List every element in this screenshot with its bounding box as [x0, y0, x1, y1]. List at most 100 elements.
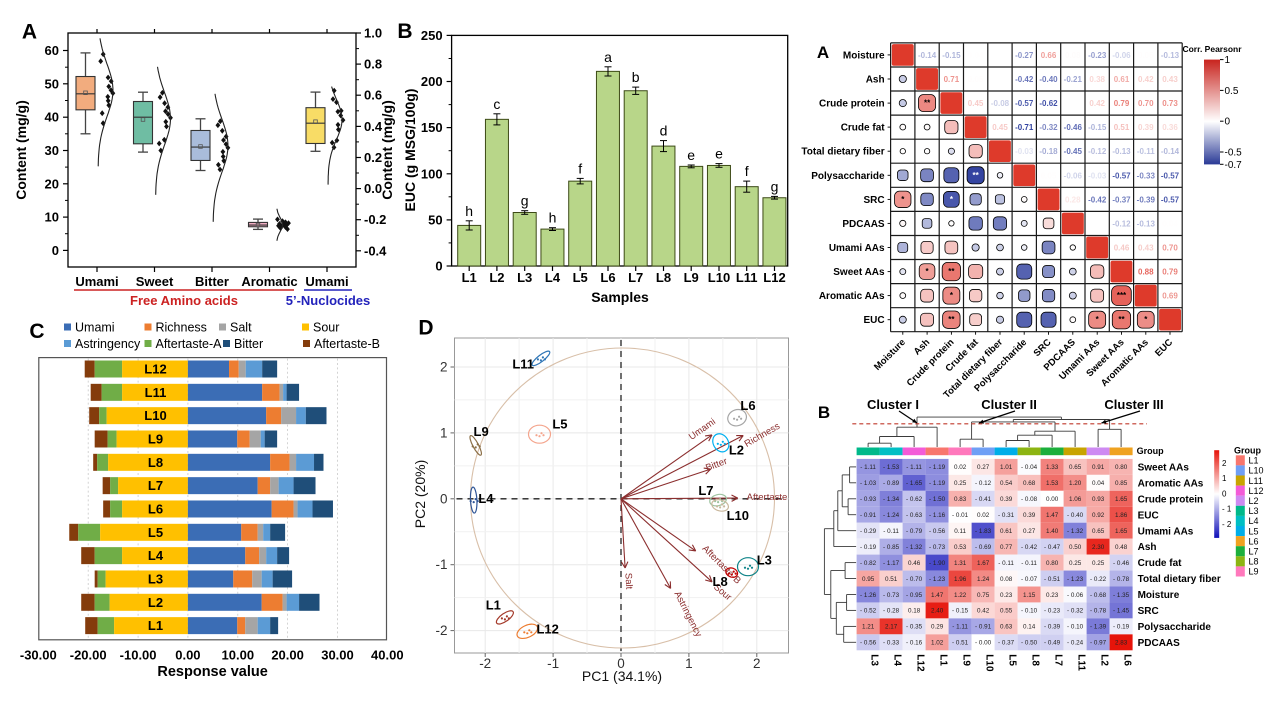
svg-text:1.20: 1.20 [1069, 480, 1082, 487]
svg-text:1.53: 1.53 [1046, 480, 1059, 487]
svg-text:Moisture: Moisture [1138, 590, 1180, 601]
svg-text:- 0.78: - 0.78 [1113, 576, 1130, 583]
svg-text:0.68: 0.68 [1023, 480, 1036, 487]
svg-text:L7: L7 [1249, 547, 1259, 557]
svg-text:0: 0 [1225, 117, 1231, 128]
svg-text:- 1.24: - 1.24 [883, 512, 900, 519]
svg-text:Aftertaste-B: Aftertaste-B [314, 337, 380, 351]
svg-text:- 1.26: - 1.26 [860, 592, 877, 599]
svg-text:PDCAAS: PDCAAS [1138, 638, 1181, 649]
svg-text:- 2: - 2 [1222, 520, 1232, 529]
svg-text:- 0.00: - 0.00 [975, 640, 992, 647]
svg-text:-0.11: -0.11 [1137, 147, 1155, 156]
svg-text:Ash: Ash [1138, 542, 1157, 553]
svg-text:0.63: 0.63 [1000, 624, 1013, 631]
svg-text:L12: L12 [144, 362, 166, 377]
svg-text:L11: L11 [512, 356, 534, 371]
svg-text:- 0.10: - 0.10 [1067, 624, 1084, 631]
svg-text:L5: L5 [148, 525, 163, 540]
svg-text:0.45: 0.45 [968, 99, 984, 108]
svg-text:- 0.85: - 0.85 [883, 544, 900, 551]
svg-text:- 0.82: - 0.82 [860, 560, 877, 567]
svg-text:0.02: 0.02 [1089, 219, 1105, 228]
svg-text:-20.00: -20.00 [70, 648, 107, 663]
svg-text:0.8: 0.8 [364, 57, 382, 72]
svg-text:h: h [465, 203, 473, 219]
svg-text:L8: L8 [713, 574, 728, 589]
svg-text:10: 10 [45, 210, 59, 225]
svg-text:0.70: 0.70 [1138, 99, 1154, 108]
svg-text:-0.39: -0.39 [1137, 195, 1156, 204]
svg-text:- 0.23: - 0.23 [1044, 608, 1061, 615]
svg-text:L12: L12 [1249, 486, 1264, 496]
svg-text:e: e [715, 146, 723, 162]
svg-text:- 1.03: - 1.03 [860, 480, 877, 487]
svg-text:- 0.07: - 0.07 [1021, 576, 1038, 583]
svg-text:- 0.37: - 0.37 [998, 640, 1015, 647]
svg-text:0.43: 0.43 [1162, 75, 1178, 84]
svg-text:Corr. Pearsonr: Corr. Pearsonr [1182, 44, 1242, 54]
svg-text:2.17: 2.17 [885, 624, 898, 631]
svg-text:0.05: 0.05 [968, 75, 984, 84]
svg-text:-0.03: -0.03 [1088, 171, 1107, 180]
svg-text:- 1.32: - 1.32 [1067, 528, 1084, 535]
svg-text:-0.32: -0.32 [1039, 123, 1058, 132]
svg-text:EUC: EUC [1138, 510, 1159, 521]
svg-text:20: 20 [45, 176, 59, 191]
svg-text:-0.57: -0.57 [1015, 99, 1034, 108]
svg-text:0.2: 0.2 [364, 150, 382, 165]
svg-text:0.04: 0.04 [968, 51, 984, 60]
svg-text:**: ** [1118, 315, 1125, 324]
svg-text:0.61: 0.61 [1000, 528, 1013, 535]
svg-text:0: 0 [1222, 489, 1227, 498]
svg-text:L9: L9 [1249, 567, 1259, 577]
svg-text:c: c [493, 96, 500, 112]
svg-text:0.95: 0.95 [862, 576, 875, 583]
svg-text:- 0.56: - 0.56 [929, 528, 946, 535]
svg-text:0.04: 0.04 [1092, 480, 1105, 487]
svg-text:-0.2: -0.2 [364, 212, 386, 227]
svg-text:-0.27: -0.27 [1015, 51, 1034, 60]
svg-text:0.61: 0.61 [1114, 75, 1130, 84]
svg-text:**: ** [948, 315, 955, 324]
svg-text:Polysaccharide: Polysaccharide [1138, 622, 1212, 633]
svg-text:0.65: 0.65 [1069, 464, 1082, 471]
svg-text:- 0.91: - 0.91 [975, 624, 992, 631]
svg-text:b: b [632, 69, 640, 85]
svg-text:L5: L5 [1249, 526, 1259, 536]
svg-text:0.80: 0.80 [1115, 464, 1128, 471]
svg-text:1: 1 [685, 656, 693, 671]
svg-text:PC1 (34.1%): PC1 (34.1%) [582, 668, 662, 684]
svg-text:0.50: 0.50 [1069, 544, 1082, 551]
svg-text:0.25: 0.25 [1069, 560, 1082, 567]
svg-text:-0.03: -0.03 [1015, 147, 1034, 156]
svg-text:0.14: 0.14 [1023, 624, 1036, 631]
svg-text:1.47: 1.47 [931, 592, 944, 599]
svg-text:**: ** [948, 267, 955, 276]
svg-text:0.71: 0.71 [944, 75, 960, 84]
svg-text:1.15: 1.15 [1023, 592, 1036, 599]
svg-text:- 0.78: - 0.78 [1090, 608, 1107, 615]
svg-text:150: 150 [421, 120, 443, 135]
svg-text:EUC: EUC [863, 315, 884, 326]
svg-text:2: 2 [440, 360, 448, 375]
svg-text:Crude fat: Crude fat [1138, 558, 1183, 569]
svg-text:0.28: 0.28 [1065, 195, 1081, 204]
svg-text:Ash: Ash [866, 75, 885, 86]
svg-text:L4: L4 [545, 270, 561, 285]
svg-text:L11: L11 [1076, 654, 1087, 671]
svg-text:- 1.11: - 1.11 [860, 464, 876, 471]
svg-text:0.23: 0.23 [1000, 592, 1013, 599]
svg-text:Moisture: Moisture [843, 50, 885, 61]
svg-text:- 0.29: - 0.29 [860, 528, 877, 535]
svg-text:1.22: 1.22 [954, 592, 967, 599]
svg-text:-0.46: -0.46 [1064, 123, 1083, 132]
svg-text:0.42: 0.42 [1089, 99, 1105, 108]
svg-text:0.4: 0.4 [364, 119, 383, 134]
svg-text:0.69: 0.69 [1162, 292, 1178, 301]
svg-text:0.25: 0.25 [1092, 560, 1105, 567]
svg-text:200: 200 [421, 74, 443, 89]
svg-text:L3: L3 [517, 270, 532, 285]
svg-text:Aftertaste: Aftertaste [747, 492, 788, 503]
svg-text:- 0.46: - 0.46 [1113, 560, 1130, 567]
